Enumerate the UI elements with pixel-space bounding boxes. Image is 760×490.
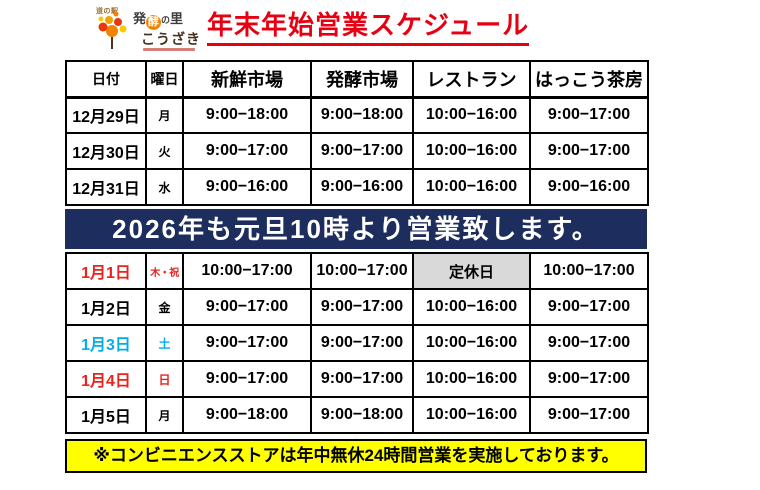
hours-cell: 9:00−18:00 [182,96,312,134]
logo-romaji-strip [143,48,195,51]
hours-cell: 9:00−18:00 [310,96,414,134]
hours-cell: 9:00−17:00 [529,324,649,362]
hours-cell: 9:00−16:00 [529,168,649,206]
col-header-restaurant: レストラン [412,60,531,99]
logo-char-circle: 酵 [146,15,162,30]
logo-name-line2: こうざき [141,31,201,47]
hours-cell: 9:00−17:00 [182,288,312,326]
col-header-hakko-sabo: はっこう茶房 [529,60,649,99]
logo-tree-icon [98,11,127,49]
table-row: 12月31日 水 9:00−16:00 9:00−16:00 10:00−16:… [65,168,649,206]
schedule-table-bottom: 1月1日 木・祝 10:00−17:00 10:00−17:00 定休日 10:… [65,252,649,434]
date-cell: 1月2日 [65,288,147,326]
date-cell: 12月31日 [65,168,147,206]
day-cell: 金 [145,288,184,326]
hours-cell: 9:00−17:00 [182,360,312,398]
hours-cell: 10:00−17:00 [529,252,649,290]
hours-cell: 10:00−17:00 [182,252,312,290]
col-header-shinsen-market: 新鮮市場 [182,60,312,99]
date-cell: 12月30日 [65,132,147,170]
hours-cell: 9:00−18:00 [310,396,414,434]
table-row: 1月2日 金 9:00−17:00 9:00−17:00 10:00−16:00… [65,288,649,326]
page-title: 年末年始営業スケジュール [207,9,530,46]
hours-cell: 10:00−16:00 [412,168,531,206]
hours-cell: 9:00−18:00 [182,396,312,434]
schedule-table-top: 日付 曜日 新鮮市場 発酵市場 レストラン はっこう茶房 12月29日 月 9:… [65,60,649,206]
schedule-table-area: 日付 曜日 新鮮市場 発酵市場 レストラン はっこう茶房 12月29日 月 9:… [65,60,649,473]
day-cell: 月 [145,96,184,134]
hours-cell: 9:00−17:00 [529,360,649,398]
logo-name-line1: 発酵の里 [133,12,201,30]
date-cell: 12月29日 [65,96,147,134]
hours-cell: 9:00−17:00 [529,96,649,134]
col-header-day: 曜日 [145,60,184,99]
table-row: 1月4日 日 9:00−17:00 9:00−17:00 10:00−16:00… [65,360,649,398]
day-cell: 火 [145,132,184,170]
col-header-hakko-market: 発酵市場 [310,60,414,99]
logo: 道の駅 発酵の里 こうざき [93,5,200,51]
logo-char: 発 [133,11,147,26]
day-cell: 水 [145,168,184,206]
hours-cell: 9:00−16:00 [182,168,312,206]
table-header-row: 日付 曜日 新鮮市場 発酵市場 レストラン はっこう茶房 [65,60,649,99]
hours-cell: 10:00−16:00 [412,132,531,170]
hours-cell: 10:00−16:00 [412,360,531,398]
logo-char: 里 [170,11,184,26]
date-cell: 1月3日 [65,324,147,362]
table-row: 12月30日 火 9:00−17:00 9:00−17:00 10:00−16:… [65,132,649,170]
hours-cell: 9:00−17:00 [182,324,312,362]
hours-cell: 10:00−16:00 [412,96,531,134]
logo-char: の [161,15,171,25]
date-cell: 1月4日 [65,360,147,398]
day-cell: 日 [145,360,184,398]
hours-cell: 10:00−16:00 [412,396,531,434]
table-row: 1月5日 月 9:00−18:00 9:00−18:00 10:00−16:00… [65,396,649,434]
table-row: 12月29日 月 9:00−18:00 9:00−18:00 10:00−16:… [65,96,649,134]
logo-tagline: 道の駅 [96,8,119,15]
hours-cell: 9:00−17:00 [529,132,649,170]
day-cell: 土 [145,324,184,362]
hours-cell: 9:00−17:00 [529,288,649,326]
date-cell: 1月1日 [65,252,147,290]
hours-cell: 9:00−16:00 [310,168,414,206]
hours-cell: 10:00−16:00 [412,288,531,326]
table-row: 1月1日 木・祝 10:00−17:00 10:00−17:00 定休日 10:… [65,252,649,290]
date-cell: 1月5日 [65,396,147,434]
header: 道の駅 発酵の里 こうざき 年末年始営業スケジュール [0,0,760,51]
new-year-announcement-banner: 2026年も元旦10時より営業致します。 [65,209,647,249]
logo-text: 発酵の里 こうざき [133,12,201,51]
hours-cell: 9:00−17:00 [529,396,649,434]
hours-cell: 9:00−17:00 [310,288,414,326]
convenience-store-note: ※コンビニエンスストアは年中無休24時間営業を実施しております。 [65,439,647,473]
day-cell: 月 [145,396,184,434]
col-header-date: 日付 [65,60,147,99]
table-row: 1月3日 土 9:00−17:00 9:00−17:00 10:00−16:00… [65,324,649,362]
hours-cell: 9:00−17:00 [310,324,414,362]
hours-cell: 9:00−17:00 [182,132,312,170]
hours-cell: 9:00−17:00 [310,132,414,170]
hours-cell: 9:00−17:00 [310,360,414,398]
closed-day-cell: 定休日 [412,252,531,290]
hours-cell: 10:00−17:00 [310,252,414,290]
hours-cell: 10:00−16:00 [412,324,531,362]
day-cell: 木・祝 [145,252,184,290]
